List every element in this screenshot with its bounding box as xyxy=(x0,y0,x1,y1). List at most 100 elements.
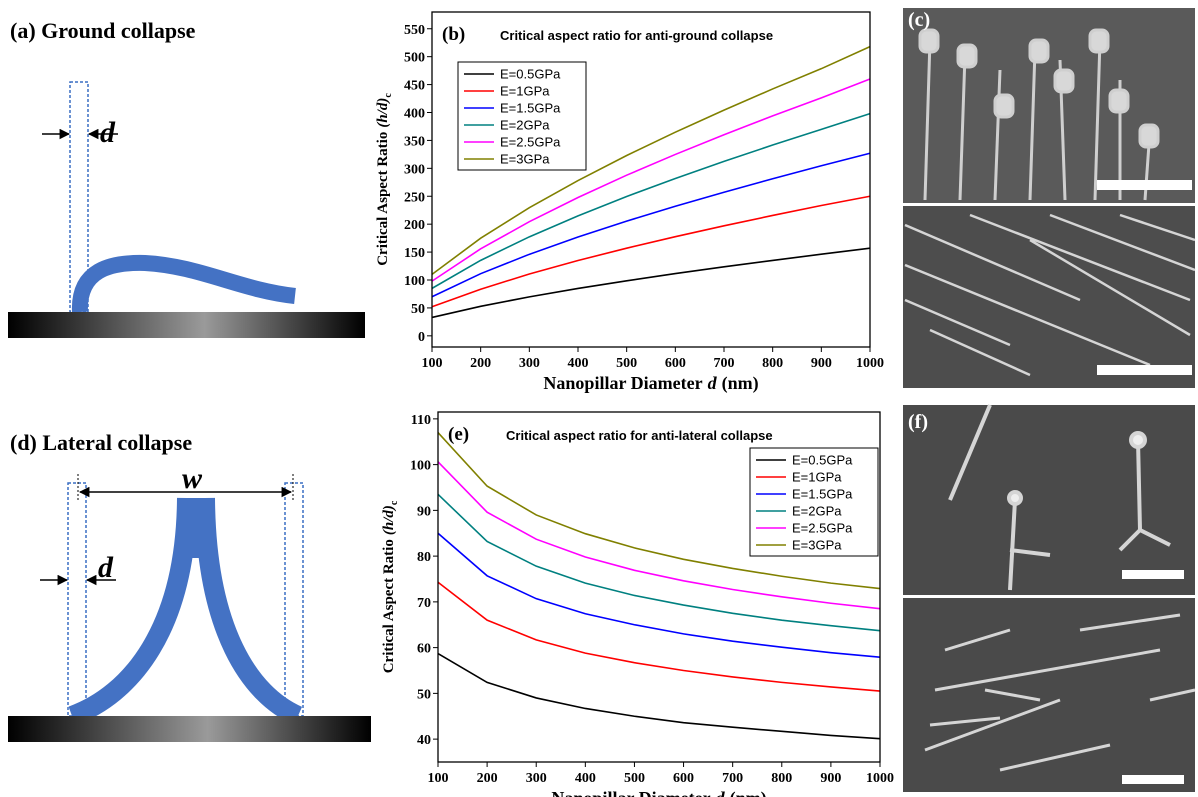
x-tick-label: 400 xyxy=(568,356,589,371)
x-tick-label: 1000 xyxy=(866,771,894,786)
series-line xyxy=(437,461,881,610)
series-line xyxy=(437,432,881,590)
lateral-collapse-diagram: (d) Lateral collapse w d xyxy=(8,430,371,742)
y-axis-label-part: Critical Aspect Ratio xyxy=(375,132,391,266)
y-tick-label: 200 xyxy=(404,218,425,233)
x-tick-label: 900 xyxy=(811,356,832,371)
x-tick-label: 100 xyxy=(428,771,449,786)
x-tick-label: 800 xyxy=(762,356,783,371)
dimension-label: d xyxy=(100,116,116,149)
y-tick-label: 350 xyxy=(404,134,425,149)
collapsed-pillars xyxy=(904,213,1196,377)
series-line xyxy=(437,581,881,692)
x-axis-label-part: (nm) xyxy=(730,788,767,797)
ground-collapse-diagram: (a) Ground collapse d xyxy=(8,18,365,338)
scale-bar xyxy=(1122,570,1184,579)
legend-box xyxy=(457,61,587,171)
legend-label: E=2GPa xyxy=(500,118,550,133)
series-line xyxy=(431,195,871,308)
x-tick-label: 300 xyxy=(519,356,540,371)
x-tick-label: 500 xyxy=(616,356,637,371)
x-tick-label: 200 xyxy=(477,771,498,786)
y-tick-label: 60 xyxy=(417,642,431,657)
sem-images-f: (f) xyxy=(903,404,1196,792)
y-tick-label: 80 xyxy=(417,550,431,565)
collapsed-pillar xyxy=(68,497,197,726)
legend-label: E=1GPa xyxy=(792,470,842,485)
sem-image xyxy=(903,598,1195,792)
x-tick-label: 500 xyxy=(624,771,645,786)
x-axis-label: Nanopillar Diameter d (nm) xyxy=(551,788,766,797)
panel-label: (b) xyxy=(442,24,465,45)
sem-image xyxy=(903,405,1195,595)
x-tick-label: 300 xyxy=(526,771,547,786)
y-axis-label-part: Critical Aspect Ratio xyxy=(381,539,397,673)
legend-label: E=3GPa xyxy=(792,538,842,553)
series-line xyxy=(431,45,871,276)
panel-label: (e) xyxy=(448,424,469,445)
sem-image xyxy=(903,206,1195,388)
legend-label: E=2.5GPa xyxy=(500,135,561,150)
pillar-tip xyxy=(180,498,212,558)
y-tick-label: 150 xyxy=(404,246,425,261)
y-tick-label: 90 xyxy=(417,504,431,519)
collapsed-pillars xyxy=(924,613,1196,772)
y-tick-label: 0 xyxy=(418,330,425,345)
x-axis-label-part: Nanopillar Diameter xyxy=(543,373,702,393)
legend-label: E=2GPa xyxy=(792,504,842,519)
y-tick-label: 450 xyxy=(404,79,425,94)
series-line xyxy=(431,112,871,290)
panel-label: (f) xyxy=(908,411,928,433)
x-tick-label: 600 xyxy=(665,356,686,371)
plot-frame xyxy=(431,11,871,348)
legend-label: E=3GPa xyxy=(500,152,550,167)
series-line xyxy=(431,247,871,319)
x-tick-label: 800 xyxy=(771,771,792,786)
chart-title: Critical aspect ratio for anti-ground co… xyxy=(500,28,773,43)
plot-frame xyxy=(437,411,881,763)
legend-label: E=1.5GPa xyxy=(500,101,561,116)
x-tick-label: 700 xyxy=(722,771,743,786)
collapsed-pillar xyxy=(195,497,303,726)
legend-label: E=2.5GPa xyxy=(792,521,853,536)
panel-label: (c) xyxy=(908,9,930,31)
scale-bar xyxy=(1097,365,1192,375)
collapsed-pillar xyxy=(71,254,296,313)
x-tick-label: 400 xyxy=(575,771,596,786)
series-line xyxy=(437,532,881,659)
panel-label: (d) Lateral collapse xyxy=(10,430,192,455)
chart-title: Critical aspect ratio for anti-lateral c… xyxy=(506,428,773,443)
series-line xyxy=(431,78,871,282)
legend-label: E=1.5GPa xyxy=(792,487,853,502)
y-axis-label-part: c xyxy=(389,500,400,505)
legend-box xyxy=(749,447,879,557)
scale-bar xyxy=(1097,180,1192,190)
legend-label: E=0.5GPa xyxy=(500,67,561,82)
x-axis-label-part: Nanopillar Diameter xyxy=(551,788,710,797)
collapsed-pillars xyxy=(948,404,1171,591)
y-axis-label-part: (h/d) xyxy=(381,505,397,535)
original-pillar xyxy=(67,482,87,717)
x-tick-label: 1000 xyxy=(856,356,884,371)
width-label: w xyxy=(182,462,203,495)
legend-label: E=0.5GPa xyxy=(792,453,853,468)
x-axis-label: Nanopillar Diameter d(nm) xyxy=(543,373,758,394)
x-axis-label-part: (nm) xyxy=(722,373,759,394)
x-axis-label-part: d xyxy=(716,788,726,797)
y-axis-label: Critical Aspect Ratio (h/d)c xyxy=(381,500,400,673)
y-tick-label: 50 xyxy=(417,687,431,702)
x-tick-label: 600 xyxy=(673,771,694,786)
y-axis-label-part: (h/d) xyxy=(375,98,391,128)
series-line xyxy=(437,652,881,740)
y-tick-label: 70 xyxy=(417,596,431,611)
y-axis-label: Critical Aspect Ratio (h/d)c xyxy=(375,93,394,266)
x-axis-label-part: d xyxy=(708,373,718,393)
y-tick-label: 300 xyxy=(404,162,425,177)
substrate xyxy=(8,716,371,742)
dimension-label: d xyxy=(98,551,114,584)
y-tick-label: 500 xyxy=(404,51,425,66)
y-tick-label: 400 xyxy=(404,107,425,122)
pillars xyxy=(918,28,1160,201)
x-tick-label: 700 xyxy=(714,356,735,371)
